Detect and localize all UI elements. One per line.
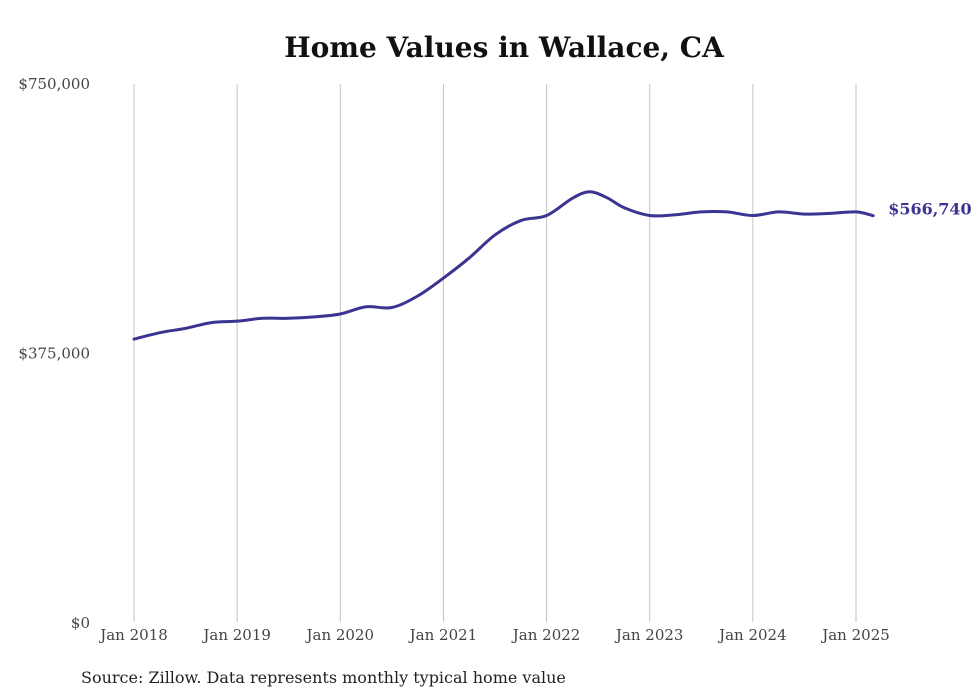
x-tick-label: Jan 2024 [717,626,787,644]
data-point [236,320,239,323]
x-tick-label: Jan 2019 [201,626,271,644]
data-point [872,214,875,217]
x-tick-label: Jan 2023 [614,626,684,644]
data-point [494,233,497,236]
data-point [158,331,161,334]
x-tick-label: Jan 2022 [511,626,581,644]
data-point [365,305,368,308]
data-point [855,210,858,213]
y-tick-label: $750,000 [18,75,90,93]
data-point [339,312,342,315]
data-point [588,190,591,193]
data-point [442,277,445,280]
data-point [390,306,393,309]
data-point [751,214,754,217]
y-axis-ticks: $0 $375,000 $750,000 [18,75,90,632]
data-point [571,197,574,200]
data-point [468,256,471,259]
data-point [726,210,729,213]
data-point [261,317,264,320]
gridlines [133,84,857,622]
y-tick-label: $375,000 [18,345,90,363]
data-point [210,321,213,324]
data-point [674,213,677,216]
data-point [777,210,780,213]
x-axis-ticks: Jan 2018 Jan 2019 Jan 2020 Jan 2021 Jan 2022… [98,626,890,644]
chart-title: Home Values in Wallace, CA [284,31,724,64]
data-point [622,206,625,209]
data-point [287,317,290,320]
data-point [648,214,651,217]
data-point [519,219,522,222]
end-value-label: $566,740 [888,200,972,219]
x-tick-label: Jan 2021 [408,626,478,644]
x-tick-label: Jan 2018 [98,626,168,644]
y-tick-label: $0 [71,614,90,632]
data-point [545,214,548,217]
series-layer: $566,740 [132,190,972,341]
data-point [803,213,806,216]
data-point [133,338,136,341]
data-point [700,210,703,213]
data-point [605,196,608,199]
data-point [829,212,832,215]
series-line [132,190,875,341]
x-tick-label: Jan 2025 [820,626,890,644]
data-point [313,315,316,318]
data-point [184,327,187,330]
data-point [416,295,419,298]
source-note: Source: Zillow. Data represents monthly … [81,668,566,687]
x-tick-label: Jan 2020 [305,626,375,644]
